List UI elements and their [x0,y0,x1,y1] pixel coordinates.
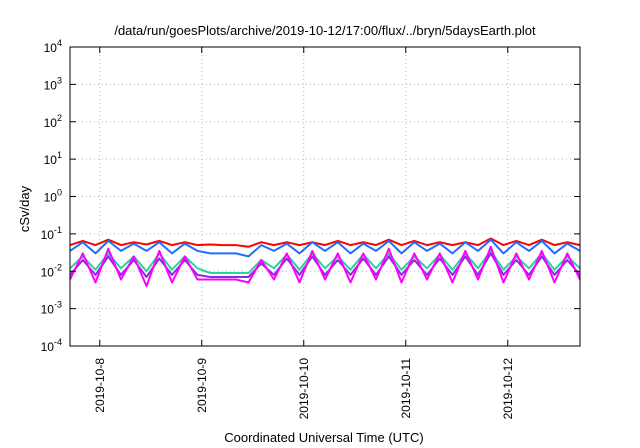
x-tick-label: 2019-10-9 [195,358,209,413]
y-axis-label: cSv/day [17,185,32,232]
y-tick-label: 100 [44,188,62,205]
x-tick-label: 2019-10-10 [297,358,311,420]
y-tick-label: 102 [44,113,62,130]
x-axis-label: Coordinated Universal Time (UTC) [224,430,423,445]
y-tick-label: 10-1 [41,225,62,242]
y-tick-label: 103 [44,75,62,92]
x-tick-label: 2019-10-12 [501,358,515,420]
grid [70,47,580,346]
ticks: 10-4 10-3 10-2 10-1 100 101 102 103 104 2019-10-8… [41,38,580,419]
x-tick-label: 2019-10-8 [93,358,107,413]
series-line-4 [69,252,581,278]
chart-title: /data/run/goesPlots/archive/2019-10-12/1… [114,23,536,38]
y-tick-label: 104 [44,38,62,55]
y-tick-label: 10-4 [41,337,62,354]
series-line-2 [69,238,581,258]
y-tick-label: 10-2 [41,262,62,279]
series-group [69,237,581,288]
y-tick-label: 10-3 [41,300,62,317]
y-tick-label: 101 [44,150,62,167]
series-line-1 [69,237,581,248]
series-line-5 [69,245,581,288]
x-tick-label: 2019-10-11 [399,358,413,419]
